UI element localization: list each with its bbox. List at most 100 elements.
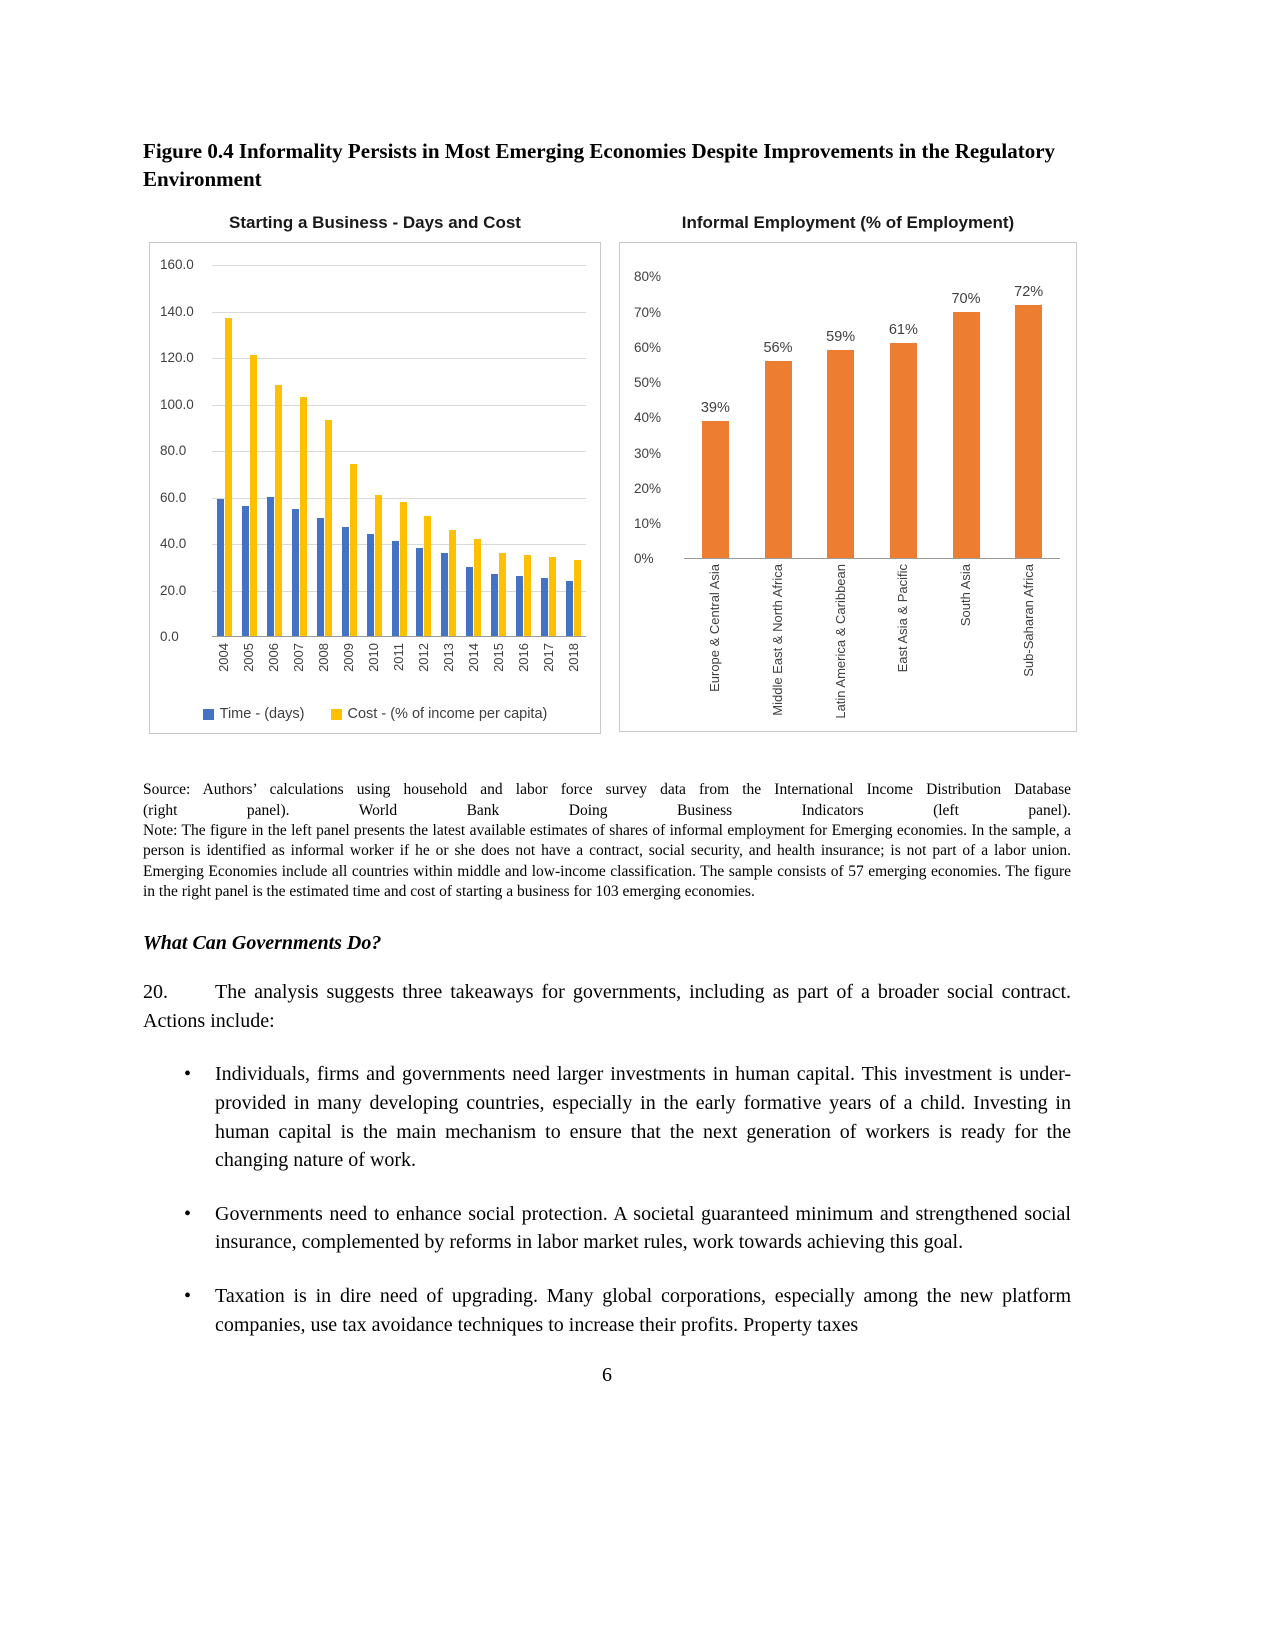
cost-bar [249,355,257,637]
y-axis-tick-label: 20% [634,480,662,496]
cost-bar [399,501,407,637]
x-axis-year-label: 2013 [440,643,456,673]
x-axis-year-label: 2011 [391,643,406,672]
cost-bar [524,555,532,637]
x-axis-year-label: 2018 [565,643,581,673]
paragraph-number: 20. [143,981,168,1004]
x-axis-region-label: East Asia & Pacific [895,564,911,673]
informal-employment-bar [952,311,980,559]
x-axis-year-label: 2007 [291,643,307,673]
right-chart-plot-area: 39% 56% 59% 61% 70% 72% [684,277,1060,560]
time-days-bar [416,548,424,637]
cost-bar [424,515,432,637]
gridline [212,590,586,592]
time-days-bar [566,580,574,637]
bullet-text: Individuals, firms and governments need … [215,1063,1071,1172]
time-days-bar [516,576,524,637]
legend-item: Time - (days) [202,706,305,723]
cost-bar [299,396,307,637]
y-axis-tick-label: 80% [634,269,662,285]
legend-label: Time - (days) [219,706,305,723]
x-axis-year-label: 2016 [515,643,531,673]
time-days-bar [316,517,324,637]
source-line-2: (right panel). World Bank Doing Business… [143,801,1071,819]
y-axis-tick-label: 10% [634,516,662,532]
x-axis-year-label: 2006 [266,643,282,673]
bullet-item-human-capital: Individuals, firms and governments need … [184,1060,1071,1174]
time-days-bar [491,573,499,637]
gridline [212,265,586,267]
gridline [212,404,586,406]
time-days-bar [341,527,349,637]
y-axis-tick-label: 160.0 [160,257,194,273]
informal-employment-bar [701,420,729,559]
left-chart-panel: Starting a Business - Days and Cost Time… [149,213,601,735]
bar-value-label: 72% [1014,283,1044,300]
time-days-bar [391,541,399,637]
cost-bar [499,552,507,637]
gridline [212,451,586,453]
y-axis-tick-label: 50% [634,375,662,391]
page-number: 6 [602,1364,612,1387]
left-chart-plot-area [212,265,586,638]
bar-value-label: 56% [763,340,793,357]
cost-bar [324,420,332,637]
x-axis-year-label: 2009 [341,643,357,673]
bullet-item-taxation: Taxation is in dire need of upgrading. M… [184,1282,1071,1339]
right-chart-title: Informal Employment (% of Employment) [681,213,1015,233]
figure-charts: Starting a Business - Days and Cost Time… [149,213,1083,735]
source-note: Source: Authors’ calculations using hous… [143,780,1071,902]
x-axis-region-label: South Asia [958,564,973,627]
y-axis-tick-label: 60% [634,339,662,355]
x-axis-year-label: 2015 [490,643,506,673]
source-line-1: Source: Authors’ calculations using hous… [143,781,1071,799]
y-axis-tick-label: 60.0 [160,489,187,505]
cost-bar [474,538,482,637]
y-axis-tick-label: 100.0 [160,396,194,412]
right-chart: 39% 56% 59% 61% 70% 72% 0% 10% 20% 30% 40% 50% 60% 7… [619,242,1077,733]
time-days-legend-swatch [202,708,214,720]
left-chart: Time - (days) Cost - (% of income per cap… [149,242,601,735]
y-axis-tick-label: 120.0 [160,350,194,366]
informal-employment-bar [1015,304,1043,559]
figure-title: Figure 0.4 Informality Persists in Most … [143,139,1056,191]
time-days-bar [541,578,549,637]
cost-bar [449,529,457,637]
x-axis-year-label: 2017 [540,643,556,673]
cost-bar [549,557,557,637]
informal-employment-bar [827,350,855,559]
x-axis-region-label: Latin America & Caribbean [832,564,848,720]
cost-bar [574,559,582,637]
y-axis-tick-label: 140.0 [160,303,194,319]
left-chart-legend: Time - (days) Cost - (% of income per cap… [150,706,600,722]
gridline [212,358,586,360]
bullet-text: Governments need to enhance social prote… [215,1202,1071,1254]
bullet-list: Individuals, firms and governments need … [143,1060,1071,1339]
y-axis-tick-label: 40.0 [160,536,187,552]
bar-value-label: 61% [888,322,918,339]
y-axis-tick-label: 20.0 [160,582,187,598]
time-days-bar [266,496,274,637]
gridline [212,497,586,499]
cost-bar [349,464,357,637]
time-days-bar [216,499,224,637]
bar-value-label: 59% [826,329,856,346]
x-axis-year-label: 2014 [465,643,481,673]
y-axis-tick-label: 0.0 [160,629,179,645]
time-days-bar [241,506,249,637]
legend-label: Cost - (% of income per capita) [347,706,548,723]
cost-legend-swatch [330,708,342,720]
legend-item: Cost - (% of income per capita) [330,706,548,723]
left-chart-title: Starting a Business - Days and Cost [229,213,521,233]
cost-bar [274,385,282,637]
x-axis-region-label: Sub-Saharan Africa [1020,564,1036,678]
cost-bar [224,317,232,637]
informal-employment-bar [889,343,917,559]
page-content: Figure 0.4 Informality Persists in Most … [143,0,1077,1387]
x-axis-region-label: Europe & Central Asia [707,564,723,693]
bar-value-label: 70% [951,290,981,307]
cost-bar [374,494,382,637]
y-axis-tick-label: 40% [634,410,662,426]
x-axis-region-label: Middle East & North Africa [770,564,785,717]
